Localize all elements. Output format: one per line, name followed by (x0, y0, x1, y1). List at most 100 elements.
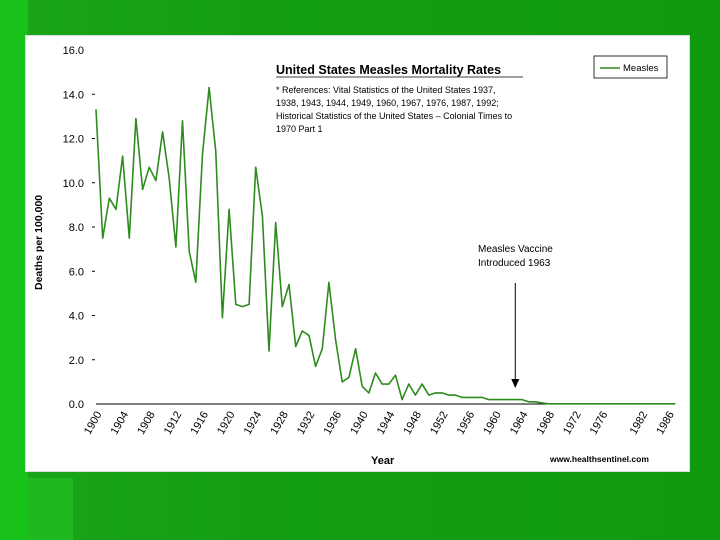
data-point (421, 383, 423, 385)
data-point (148, 166, 150, 168)
data-point (141, 188, 144, 190)
data-point (408, 383, 410, 385)
y-tick-label: 2.0 (69, 355, 84, 367)
y-tick-label: 10.0 (63, 178, 84, 190)
data-point (441, 392, 443, 394)
slide-left-band (0, 0, 28, 540)
data-point (215, 151, 217, 153)
data-point (261, 215, 263, 217)
measles-mortality-chart: 0.02.04.06.08.010.012.014.016.0 1900 1904… (26, 36, 689, 471)
data-point (661, 403, 663, 405)
data-point (574, 403, 576, 405)
data-point (102, 237, 104, 239)
data-point (508, 398, 510, 401)
data-point (321, 348, 323, 350)
data-point (115, 208, 117, 210)
data-point (188, 250, 190, 252)
reference-note-line: * References: Vital Statistics of the Un… (276, 85, 495, 95)
data-point (521, 398, 523, 401)
data-point (641, 403, 643, 405)
data-point (448, 394, 450, 396)
data-point (328, 281, 330, 283)
plot-area (26, 36, 689, 471)
data-point (95, 109, 97, 111)
reference-note-line: Historical Statistics of the United Stat… (276, 111, 512, 121)
annotation-line: Introduced 1963 (478, 258, 551, 269)
y-tick-label: 8.0 (69, 222, 84, 234)
data-point (527, 401, 530, 403)
y-axis-label: Deaths per 100,000 (33, 195, 45, 290)
data-point (561, 403, 563, 405)
data-point (401, 398, 403, 401)
data-point (581, 403, 583, 405)
data-point (501, 398, 503, 401)
data-point (488, 398, 490, 401)
legend-box (593, 55, 668, 79)
vaccine-annotation: Measles Vaccine Introduced 1963 (478, 244, 553, 388)
data-point (621, 403, 623, 405)
annotation-arrow-head (511, 379, 520, 388)
data-point (161, 131, 164, 133)
data-point (461, 396, 463, 398)
data-point (594, 403, 596, 405)
data-point (128, 237, 130, 239)
data-point (168, 177, 170, 179)
chart-title: United States Measles Mortality Rates (276, 63, 501, 77)
y-tick-label: 16.0 (63, 45, 84, 57)
annotation-line: Measles Vaccine (478, 244, 553, 255)
data-point (348, 376, 350, 379)
data-point (108, 197, 110, 199)
data-point (388, 383, 390, 385)
data-point (374, 372, 377, 374)
data-point (394, 374, 397, 376)
data-point (481, 396, 483, 398)
data-points (95, 87, 676, 405)
data-point (667, 403, 669, 405)
data-point (175, 246, 177, 248)
y-tick-label: 4.0 (69, 311, 84, 323)
data-point (674, 403, 676, 405)
data-point (607, 403, 610, 405)
data-point (155, 179, 157, 182)
data-point (268, 350, 270, 352)
data-point (547, 403, 550, 405)
data-point (601, 403, 603, 405)
data-point (541, 402, 543, 404)
data-point (534, 401, 536, 403)
data-point (301, 330, 303, 332)
data-point (368, 392, 370, 394)
data-point (381, 383, 383, 385)
data-point (228, 208, 230, 210)
data-point (474, 396, 476, 398)
data-point (195, 281, 197, 283)
data-point (554, 403, 556, 405)
legend: Measles (593, 55, 668, 79)
data-point (514, 398, 516, 401)
data-point (208, 87, 210, 89)
data-point (295, 345, 297, 348)
y-tick-label: 6.0 (69, 266, 84, 278)
reference-note-line: 1970 Part 1 (276, 124, 323, 134)
data-point (201, 153, 204, 155)
data-point (634, 403, 636, 405)
data-point (468, 396, 470, 398)
data-point (494, 398, 496, 401)
data-point (627, 403, 630, 405)
data-point (315, 365, 317, 367)
reference-note: * References: Vital Statistics of the Un… (276, 85, 512, 134)
data-point (414, 394, 417, 396)
series-line-measles (95, 86, 675, 405)
data-point (614, 403, 616, 405)
reference-note-line: 1938, 1943, 1944, 1949, 1960, 1967, 1976… (276, 98, 499, 108)
data-point (341, 381, 343, 383)
data-point (587, 403, 590, 405)
data-point (354, 348, 357, 350)
chart-frame: 0.0 2.0 4.0 6.0 8.0 10.0 12.0 14.0 16.0 1900 1904… (25, 35, 690, 472)
data-point (122, 155, 124, 157)
slide-accent-block (28, 478, 73, 540)
data-point (275, 221, 277, 224)
data-point (454, 394, 456, 396)
data-point (428, 394, 430, 396)
data-point (221, 317, 224, 319)
legend-label: Measles (623, 63, 659, 74)
